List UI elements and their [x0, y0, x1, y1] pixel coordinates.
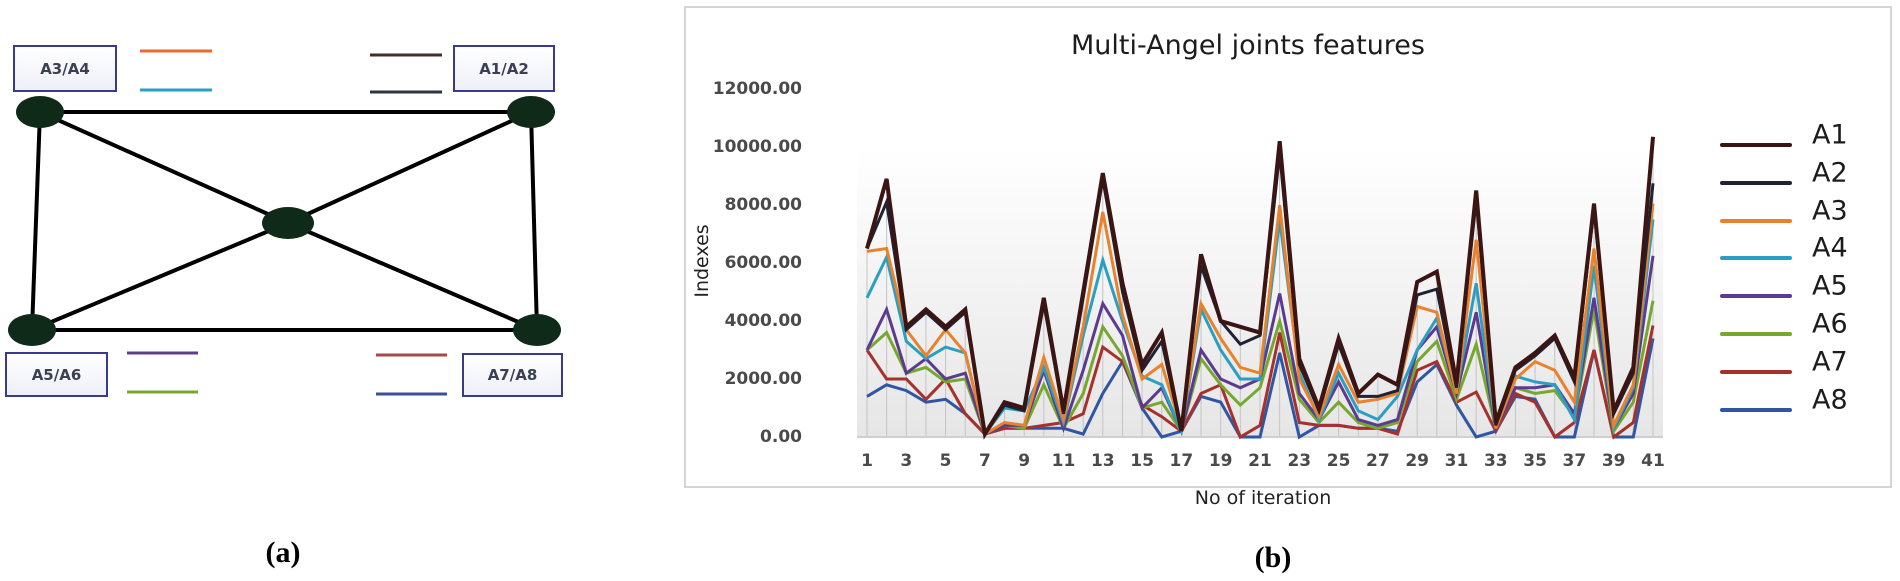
- x-tick-label: 1: [861, 451, 873, 471]
- legend-swatch-a8: [1720, 407, 1792, 412]
- graph-node-top-right: [507, 96, 555, 128]
- joint-graph-diagram: [8, 49, 561, 396]
- x-tick-label: 35: [1523, 451, 1547, 471]
- graph-node-bottom-left: [8, 314, 56, 346]
- x-tick-label: 27: [1366, 451, 1390, 471]
- x-tick-label: 11: [1051, 451, 1076, 471]
- x-tick-label: 21: [1248, 451, 1272, 471]
- y-tick-label: 2000.00: [724, 369, 802, 389]
- y-tick-label: 12000.00: [712, 79, 802, 99]
- x-tick-label: 41: [1641, 451, 1665, 471]
- graph-edge: [31, 221, 289, 332]
- legend-swatch-a5: [1720, 294, 1792, 299]
- legend-label-a2: A2: [1812, 157, 1848, 189]
- x-tick-label: 33: [1483, 451, 1508, 471]
- legend-swatch-a4: [1720, 256, 1792, 261]
- legend-label-a1: A1: [1812, 119, 1848, 151]
- legend-label-a7: A7: [1812, 346, 1848, 378]
- y-tick-label: 10000.00: [712, 137, 802, 157]
- x-tick-label: 17: [1169, 451, 1194, 471]
- x-tick-label: 23: [1287, 451, 1312, 471]
- legend-swatch-a3: [1720, 218, 1792, 223]
- y-axis-title: Indexes: [691, 224, 713, 298]
- x-tick-label: 13: [1090, 451, 1115, 471]
- graph-edge: [30, 111, 42, 331]
- node-label-box: A3/A4: [13, 45, 117, 92]
- legend-label-a4: A4: [1812, 232, 1848, 264]
- series-line-a1: [865, 136, 1655, 440]
- caption-a: (a): [265, 536, 301, 569]
- node-label-box: A5/A6: [5, 352, 108, 397]
- graph-node-center: [262, 207, 314, 239]
- y-tick-label: 0.00: [760, 427, 802, 447]
- legend-swatch-a6: [1720, 332, 1792, 336]
- graph-node-bottom-right: [513, 314, 561, 346]
- graph-edge: [287, 110, 532, 225]
- series-line-a7: [865, 325, 1655, 440]
- y-tick-label: 4000.00: [724, 311, 802, 331]
- legend-swatch-a1: [1720, 143, 1792, 147]
- x-tick-label: 25: [1326, 451, 1351, 471]
- y-tick-label: 6000.00: [724, 253, 802, 273]
- x-tick-label: 29: [1405, 451, 1430, 471]
- graph-edge: [287, 221, 538, 332]
- legend-label-a6: A6: [1812, 308, 1848, 340]
- x-tick-label: 9: [1018, 451, 1031, 471]
- x-tick-label: 19: [1208, 451, 1233, 471]
- graph-node-top-left: [16, 96, 64, 128]
- series-line-a3: [866, 203, 1655, 437]
- legend-label-a5: A5: [1812, 270, 1848, 302]
- x-tick-label: 5: [939, 451, 952, 471]
- graph-edge: [529, 111, 539, 331]
- caption-b: (b): [1254, 541, 1292, 574]
- legend-label-a8: A8: [1812, 384, 1848, 416]
- x-tick-label: 15: [1130, 451, 1154, 471]
- x-tick-label: 3: [900, 451, 913, 471]
- legend-label-a3: A3: [1812, 195, 1848, 227]
- graph-edge: [39, 110, 289, 225]
- legend-swatch-a7: [1720, 369, 1792, 374]
- node-label-box: A7/A8: [462, 353, 563, 397]
- x-tick-label: 7: [978, 451, 991, 471]
- node-label-box: A1/A2: [453, 45, 555, 92]
- x-tick-label: 37: [1562, 451, 1587, 471]
- x-tick-label: 39: [1601, 451, 1626, 471]
- legend-swatch-a2: [1720, 180, 1792, 185]
- x-tick-label: 31: [1444, 451, 1469, 471]
- y-tick-label: 8000.00: [724, 195, 802, 215]
- x-axis-title: No of iteration: [1194, 487, 1332, 509]
- chart-title: Multi-Angel joints features: [1071, 30, 1425, 61]
